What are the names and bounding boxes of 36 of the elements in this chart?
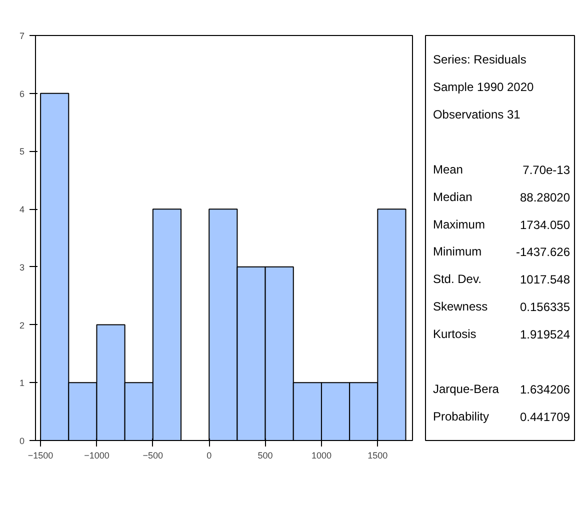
text: 1.634206 (520, 382, 570, 397)
category-label: Probability (432, 410, 489, 424)
text: Series: Residuals (432, 52, 526, 66)
y-tick-label: 6 (19, 88, 25, 99)
y-tick-label: 5 (19, 146, 25, 157)
category-label: Minimum (432, 244, 482, 259)
category-label: Std. Dev. (432, 272, 482, 286)
y-tick-label: 2 (19, 320, 25, 330)
text: 7.70e-13 (522, 162, 570, 177)
y-tick-label: 1 (19, 378, 25, 388)
x-tick-label: −500 (142, 450, 164, 460)
category-label: Mean (432, 162, 463, 176)
x-tick-label: 500 (258, 450, 273, 460)
category-label: Maximum (432, 217, 485, 232)
category-label: Median (432, 190, 472, 204)
x-tick-label: 0 (206, 450, 212, 460)
y-tick-label: 3 (19, 262, 25, 272)
y-tick-label: 0 (19, 436, 25, 446)
category-label: Skewness (432, 300, 488, 314)
text: 1017.548 (520, 272, 570, 287)
text: 0.156335 (520, 300, 570, 314)
text: 0.441709 (520, 410, 570, 424)
x-tick-label: 1500 (368, 450, 388, 460)
text: Sample 1990 2020 (432, 80, 534, 94)
x-tick-label: −1000 (84, 450, 110, 460)
text: 1734.050 (520, 218, 570, 232)
y-tick-label: 4 (19, 204, 25, 215)
text: -1437.626 (516, 245, 570, 260)
text: Observations 31 (432, 107, 521, 122)
x-tick-label: −1500 (28, 450, 54, 460)
text: 1.919524 (520, 328, 570, 342)
x-tick-label: 1000 (311, 450, 332, 460)
y-tick-label: 7 (19, 31, 25, 41)
category-label: Kurtosis (432, 327, 476, 342)
text: 88.28020 (520, 190, 570, 204)
category-label: Jarque-Bera (432, 382, 500, 396)
